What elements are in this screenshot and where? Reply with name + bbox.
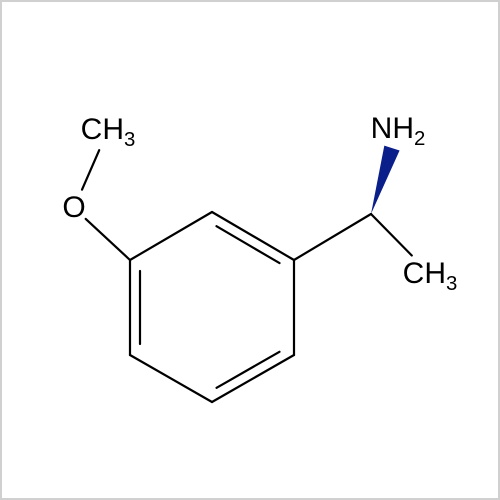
atom-label-o: O xyxy=(62,191,85,225)
atom-label-ch3-o: CH3 xyxy=(81,113,136,147)
molecule-canvas: O CH3 NH2 CH3 xyxy=(0,0,500,500)
atom-label-ch3-r: CH3 xyxy=(403,257,458,291)
molecule-svg xyxy=(2,2,498,498)
atom-label-nh2: NH2 xyxy=(371,112,426,146)
